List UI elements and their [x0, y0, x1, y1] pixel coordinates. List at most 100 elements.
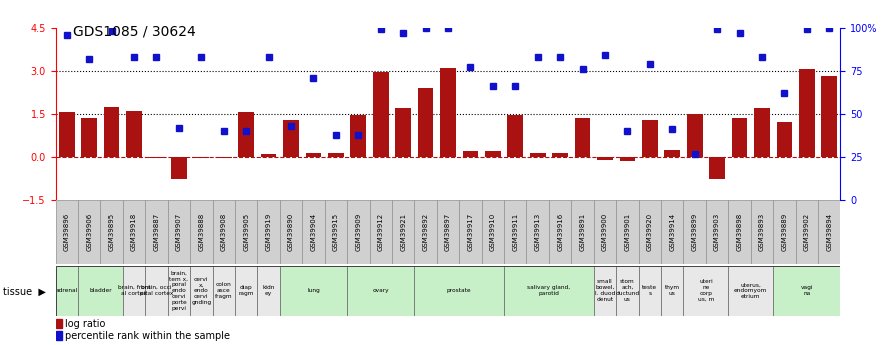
Bar [530, 152, 546, 157]
Text: GSM39919: GSM39919 [265, 213, 271, 251]
Bar [123, 200, 145, 264]
Text: GSM39903: GSM39903 [714, 213, 720, 251]
Bar [687, 114, 702, 157]
Text: GSM39911: GSM39911 [513, 213, 518, 251]
Text: ovary: ovary [373, 288, 389, 293]
Bar [238, 112, 254, 157]
Bar [56, 200, 78, 264]
Bar [414, 200, 436, 264]
Bar [485, 151, 501, 157]
Bar [190, 200, 212, 264]
Bar [504, 266, 594, 316]
Text: vagi
na: vagi na [800, 285, 813, 296]
Bar [527, 200, 549, 264]
Bar [796, 200, 818, 264]
Text: stom
ach,
ductund
us: stom ach, ductund us [616, 279, 640, 302]
Text: GSM39897: GSM39897 [445, 213, 451, 251]
Bar [619, 157, 635, 161]
Bar [754, 108, 770, 157]
Bar [728, 266, 773, 316]
Bar [482, 200, 504, 264]
Bar [597, 157, 613, 160]
Bar [261, 154, 277, 157]
Bar [507, 115, 523, 157]
Text: brain, front
al cortex: brain, front al cortex [117, 285, 151, 296]
Bar [104, 107, 119, 157]
Text: GSM39900: GSM39900 [602, 213, 608, 251]
Bar [552, 152, 568, 157]
Text: kidn
ey: kidn ey [263, 285, 275, 296]
Text: thym
us: thym us [665, 285, 680, 296]
Bar [728, 200, 751, 264]
Text: GSM39889: GSM39889 [781, 213, 788, 251]
Text: GSM39921: GSM39921 [401, 213, 406, 251]
Bar [126, 111, 142, 157]
Bar [235, 266, 257, 316]
Text: GSM39912: GSM39912 [378, 213, 383, 251]
Text: small
bowel,
l. duod
denut: small bowel, l. duod denut [595, 279, 616, 302]
Bar [123, 266, 145, 316]
Text: GSM39904: GSM39904 [310, 213, 316, 251]
Bar [661, 266, 684, 316]
Bar [194, 157, 209, 158]
Bar [328, 152, 344, 157]
Text: uteri
ne
corp
us, m: uteri ne corp us, m [698, 279, 714, 302]
Bar [190, 266, 212, 316]
Bar [822, 77, 837, 157]
Bar [168, 266, 190, 316]
Bar [306, 152, 322, 157]
Bar [395, 108, 411, 157]
Text: GSM39888: GSM39888 [198, 213, 204, 251]
Bar [684, 200, 706, 264]
Bar [78, 266, 123, 316]
Bar [145, 266, 168, 316]
Text: GSM39910: GSM39910 [490, 213, 495, 251]
Bar [710, 157, 725, 179]
Bar [216, 157, 231, 158]
Text: GSM39892: GSM39892 [423, 213, 428, 251]
Bar [350, 115, 366, 157]
Text: uterus,
endomyom
etrium: uterus, endomyom etrium [734, 282, 768, 299]
Text: lung: lung [307, 288, 320, 293]
Text: GSM39896: GSM39896 [64, 213, 70, 251]
Bar [418, 88, 434, 157]
Bar [171, 157, 186, 179]
Bar [280, 200, 302, 264]
Bar [751, 200, 773, 264]
Text: GSM39913: GSM39913 [535, 213, 540, 251]
Text: GSM39901: GSM39901 [625, 213, 631, 251]
Bar [665, 150, 680, 157]
Bar [818, 200, 840, 264]
Bar [639, 200, 661, 264]
Bar [56, 266, 78, 316]
Bar [460, 200, 482, 264]
Bar [436, 200, 460, 264]
Text: colon
asce
fragm: colon asce fragm [215, 282, 233, 299]
Text: brain,
tem x,
poral
endo
cervi
porte
pervi: brain, tem x, poral endo cervi porte per… [169, 271, 188, 310]
Bar [462, 151, 478, 157]
Bar [347, 200, 369, 264]
Text: cervi
x,
endo
cervi
gnding: cervi x, endo cervi gnding [191, 277, 211, 305]
Text: teste
s: teste s [642, 285, 658, 296]
Bar [168, 200, 190, 264]
Bar [347, 266, 414, 316]
Text: GSM39916: GSM39916 [557, 213, 563, 251]
Bar [235, 200, 257, 264]
Bar [369, 200, 392, 264]
Text: percentile rank within the sample: percentile rank within the sample [65, 331, 230, 341]
Bar [639, 266, 661, 316]
Bar [732, 118, 747, 157]
Text: GSM39917: GSM39917 [468, 213, 473, 251]
Text: GSM39898: GSM39898 [737, 213, 743, 251]
Text: bladder: bladder [89, 288, 112, 293]
Text: adrenal: adrenal [56, 288, 78, 293]
Bar [777, 122, 792, 157]
Text: GSM39894: GSM39894 [826, 213, 832, 251]
Bar [212, 200, 235, 264]
Bar [145, 200, 168, 264]
Text: diap
ragm: diap ragm [238, 285, 254, 296]
Bar [392, 200, 414, 264]
Text: GSM39918: GSM39918 [131, 213, 137, 251]
Text: GSM39906: GSM39906 [86, 213, 92, 251]
Bar [616, 200, 639, 264]
